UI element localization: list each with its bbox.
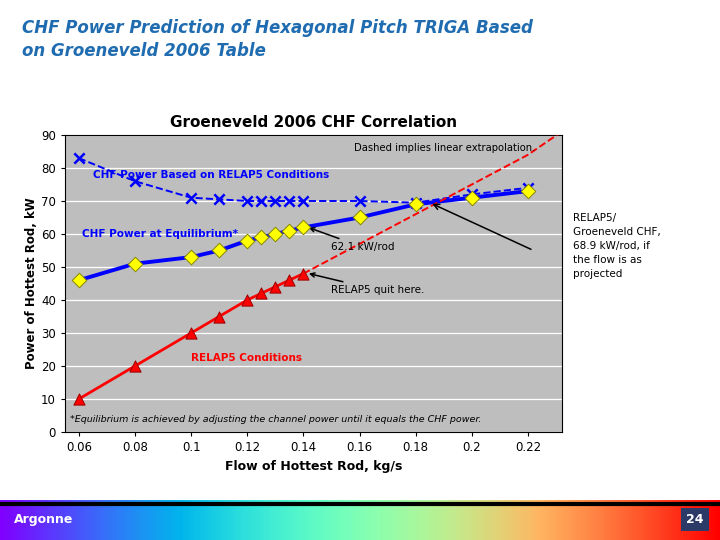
Point [241, 197, 253, 205]
Point [213, 246, 225, 255]
Point [284, 226, 295, 235]
Point [284, 276, 295, 285]
Point [284, 197, 295, 205]
Point [522, 184, 534, 192]
Text: 62.1 kW/rod: 62.1 kW/rod [310, 228, 395, 252]
Point [466, 190, 477, 199]
Point [269, 197, 281, 205]
Text: CHF Power Based on RELAP5 Conditions: CHF Power Based on RELAP5 Conditions [93, 170, 329, 179]
Point [410, 200, 421, 208]
Text: CHF Power at Equilibrium*: CHF Power at Equilibrium* [81, 229, 238, 239]
Point [129, 177, 140, 186]
Text: Dashed implies linear extrapolation.: Dashed implies linear extrapolation. [354, 143, 535, 153]
Point [256, 289, 267, 298]
Y-axis label: Power of Hottest Rod, kW: Power of Hottest Rod, kW [25, 198, 38, 369]
Text: RELAP5/
Groeneveld CHF,
68.9 kW/rod, if
the flow is as
projected: RELAP5/ Groeneveld CHF, 68.9 kW/rod, if … [573, 213, 661, 279]
Point [73, 154, 84, 163]
Point [185, 253, 197, 261]
Point [241, 237, 253, 245]
Text: 24: 24 [686, 513, 703, 526]
Point [73, 395, 84, 403]
Text: CHF Power Prediction of Hexagonal Pitch TRIGA Based
on Groeneveld 2006 Table: CHF Power Prediction of Hexagonal Pitch … [22, 19, 533, 60]
Point [297, 269, 309, 278]
Text: *Equilibrium is achieved by adjusting the channel power until it equals the CHF : *Equilibrium is achieved by adjusting th… [71, 415, 482, 424]
Point [297, 223, 309, 232]
Point [185, 193, 197, 202]
Point [410, 198, 421, 207]
Point [129, 259, 140, 268]
Point [269, 230, 281, 238]
Point [129, 362, 140, 370]
Point [256, 197, 267, 205]
Point [466, 193, 477, 202]
Text: Argonne: Argonne [14, 513, 73, 526]
Point [354, 197, 365, 205]
Point [185, 329, 197, 338]
Point [241, 296, 253, 305]
Point [297, 197, 309, 205]
Point [73, 276, 84, 285]
Point [354, 213, 365, 222]
Text: RELAP5 Conditions: RELAP5 Conditions [191, 353, 302, 363]
Point [522, 187, 534, 195]
Point [213, 312, 225, 321]
Text: RELAP5 quit here.: RELAP5 quit here. [310, 273, 425, 295]
X-axis label: Flow of Hottest Rod, kg/s: Flow of Hottest Rod, kg/s [225, 460, 402, 472]
Title: Groeneveld 2006 CHF Correlation: Groeneveld 2006 CHF Correlation [170, 114, 456, 130]
Point [213, 195, 225, 204]
Point [269, 282, 281, 291]
Point [256, 233, 267, 241]
